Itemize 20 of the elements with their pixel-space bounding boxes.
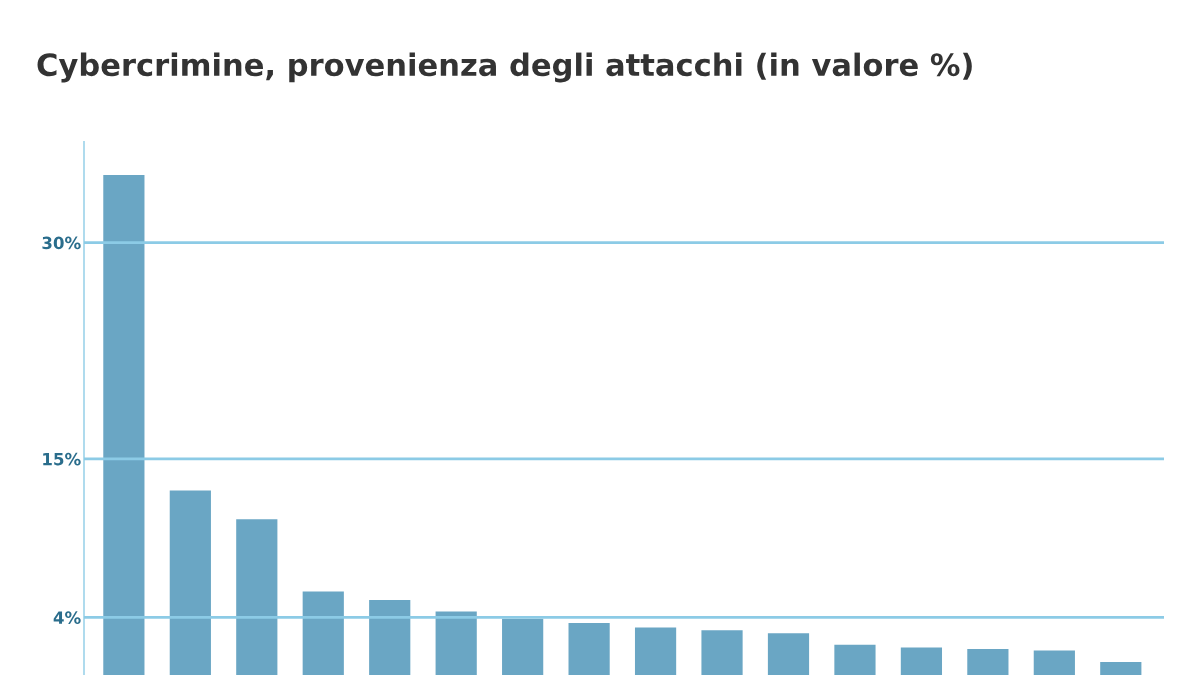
bar	[967, 649, 1009, 675]
y-tick-label: 15%	[43, 452, 81, 466]
bar	[1033, 650, 1075, 675]
bar	[103, 174, 145, 675]
bar	[834, 644, 876, 675]
chart-title: Cybercrimine, provenienza degli attacchi (in valore %)	[37, 52, 972, 83]
bar	[435, 611, 477, 675]
bar	[236, 519, 278, 675]
bar	[701, 630, 743, 675]
bar	[302, 591, 344, 675]
y-tick-label: 30%	[42, 236, 81, 250]
bar	[502, 618, 544, 675]
y-tick-label: 4%	[53, 611, 81, 624]
bar	[1100, 662, 1142, 675]
bar	[900, 647, 943, 675]
bar	[369, 600, 411, 675]
bar	[767, 633, 810, 675]
bar	[634, 627, 677, 675]
bar	[169, 490, 211, 675]
bar	[568, 623, 610, 675]
